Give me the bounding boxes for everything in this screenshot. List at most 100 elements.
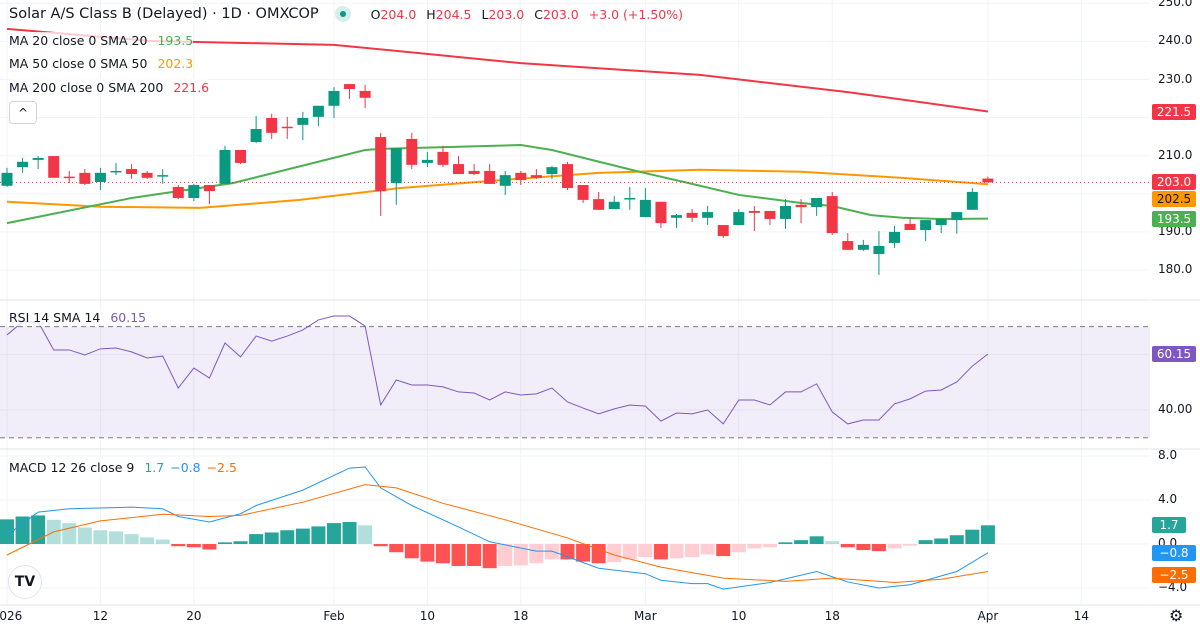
- indicator-lines: [0, 27, 1150, 590]
- macd-histogram-bar: [435, 544, 450, 564]
- candle-body: [764, 210, 776, 219]
- rsi-band-fill: [0, 326, 1150, 438]
- price-badge-ma200: 221.5: [1152, 103, 1196, 120]
- gear-icon[interactable]: ⚙: [1169, 606, 1184, 625]
- macd-histogram-bar: [903, 544, 918, 546]
- macd-histogram-bar: [62, 523, 77, 544]
- macd-histogram-bar: [949, 535, 964, 544]
- macd-histogram-bar: [700, 544, 715, 555]
- candle-body: [141, 172, 153, 178]
- legend-ma20[interactable]: MA 20 close 0 SMA 20 193.5: [9, 32, 194, 49]
- macd-histogram-bar: [217, 542, 232, 544]
- macd-histogram-bar: [404, 544, 419, 559]
- candle-body: [842, 241, 854, 250]
- macd-histogram-bar: [186, 544, 201, 548]
- ma50-line: [6, 168, 988, 209]
- candle-body: [826, 196, 838, 234]
- candle-body: [203, 185, 215, 192]
- macd-line-value: −0.8: [170, 460, 201, 475]
- macd-histogram-bar: [280, 530, 295, 544]
- candle-body: [48, 156, 60, 178]
- macd-histogram-bar: [249, 534, 264, 544]
- candle-body: [312, 105, 324, 117]
- candle-body: [935, 218, 947, 226]
- ohlc-readout: O204.0 H204.5 L203.0 C203.0 +3.0 (+1.50%…: [365, 7, 683, 22]
- rsi-label: RSI 14 SMA 14: [9, 310, 101, 325]
- candle-body: [468, 170, 480, 174]
- rsi-line: [6, 315, 989, 425]
- macd-histogram-bar: [358, 525, 373, 544]
- macd-line: [6, 466, 989, 590]
- macd-histogram-bar: [669, 544, 684, 559]
- candle-body: [748, 210, 760, 213]
- rsi-axis-label: 40.00: [1158, 402, 1193, 416]
- candle-body: [484, 170, 496, 184]
- price-badge-ma20: 193.5: [1152, 210, 1196, 227]
- macd-signal-line: [6, 484, 988, 584]
- legend-ma50[interactable]: MA 50 close 0 SMA 50 202.3: [9, 55, 194, 72]
- candle-body: [453, 164, 465, 174]
- macd-histogram-bar: [420, 544, 435, 562]
- legend-ma200[interactable]: MA 200 close 0 SMA 200 221.6: [9, 79, 210, 96]
- macd-histogram-bar: [825, 541, 840, 544]
- candle-body: [904, 223, 916, 230]
- chevron-up-icon: ^: [17, 106, 29, 120]
- candle-body: [982, 178, 994, 183]
- time-axis-label: 2026: [0, 609, 23, 623]
- high-value: 204.5: [435, 6, 472, 22]
- macd-histogram-bar: [716, 544, 731, 557]
- macd-histogram-bar: [887, 544, 902, 549]
- candle-body: [17, 161, 29, 168]
- macd-histogram-bar: [202, 544, 217, 550]
- macd-signal-value: −2.5: [206, 460, 237, 475]
- candle-body: [235, 149, 247, 163]
- candle-body: [873, 245, 885, 254]
- rsi-band: [0, 326, 1150, 439]
- macd-histogram-bar: [871, 544, 886, 552]
- tradingview-logo[interactable]: TV: [8, 565, 42, 599]
- candle-body: [608, 201, 620, 210]
- price-axis-label: 240.0: [1158, 33, 1193, 48]
- macd-histogram-bar: [233, 541, 248, 544]
- rsi-value: 60.15: [110, 310, 147, 325]
- ma50-value: 202.3: [157, 56, 194, 71]
- candles: [1, 84, 994, 275]
- price-axis-label: 250.0: [1158, 0, 1193, 10]
- macd-histogram-bar: [451, 544, 466, 566]
- close-value: 203.0: [542, 6, 579, 22]
- candle-body: [94, 172, 106, 182]
- time-axis-label: 10: [419, 609, 436, 623]
- symbol-title[interactable]: Solar A/S Class B (Delayed) · 1D · OMXCO…: [9, 6, 319, 22]
- collapse-legend-button[interactable]: ^: [9, 101, 37, 124]
- macd-histogram-bar: [747, 544, 762, 549]
- legend-rsi[interactable]: RSI 14 SMA 14 60.15: [9, 309, 147, 326]
- legend-macd[interactable]: MACD 12 26 close 9 1.7 −0.8 −2.5: [9, 459, 237, 476]
- candle-body: [888, 231, 900, 243]
- candle-body: [157, 175, 169, 177]
- candle-body: [172, 186, 184, 198]
- macd-histogram-bar: [0, 519, 14, 544]
- candle-body: [390, 148, 402, 184]
- macd-histogram-bar: [15, 516, 30, 544]
- candle-body: [110, 170, 122, 173]
- macd-histogram-bar: [856, 544, 871, 551]
- logo-text: TV: [14, 574, 36, 590]
- time-axis-label: 10: [731, 609, 747, 623]
- macd-histogram-bar: [311, 526, 326, 544]
- candle-body: [639, 199, 651, 218]
- candle-body: [780, 205, 791, 219]
- macd-histogram-bar: [467, 544, 482, 566]
- price-badge-last: 203.0: [1152, 174, 1196, 191]
- candle-body: [857, 244, 869, 250]
- macd-histogram-bar: [840, 544, 855, 548]
- time-axis-label: 14: [1073, 609, 1089, 623]
- time-axis-label: Apr: [977, 609, 999, 623]
- candle-body: [671, 215, 683, 218]
- macd-histogram-bar: [576, 544, 591, 562]
- candle-body: [702, 212, 714, 218]
- price-axis-label: 190.0: [1158, 223, 1193, 238]
- macd-histogram-bar: [77, 527, 92, 544]
- candle-body: [593, 199, 605, 210]
- macd-axis-label: 8.0: [1158, 448, 1178, 462]
